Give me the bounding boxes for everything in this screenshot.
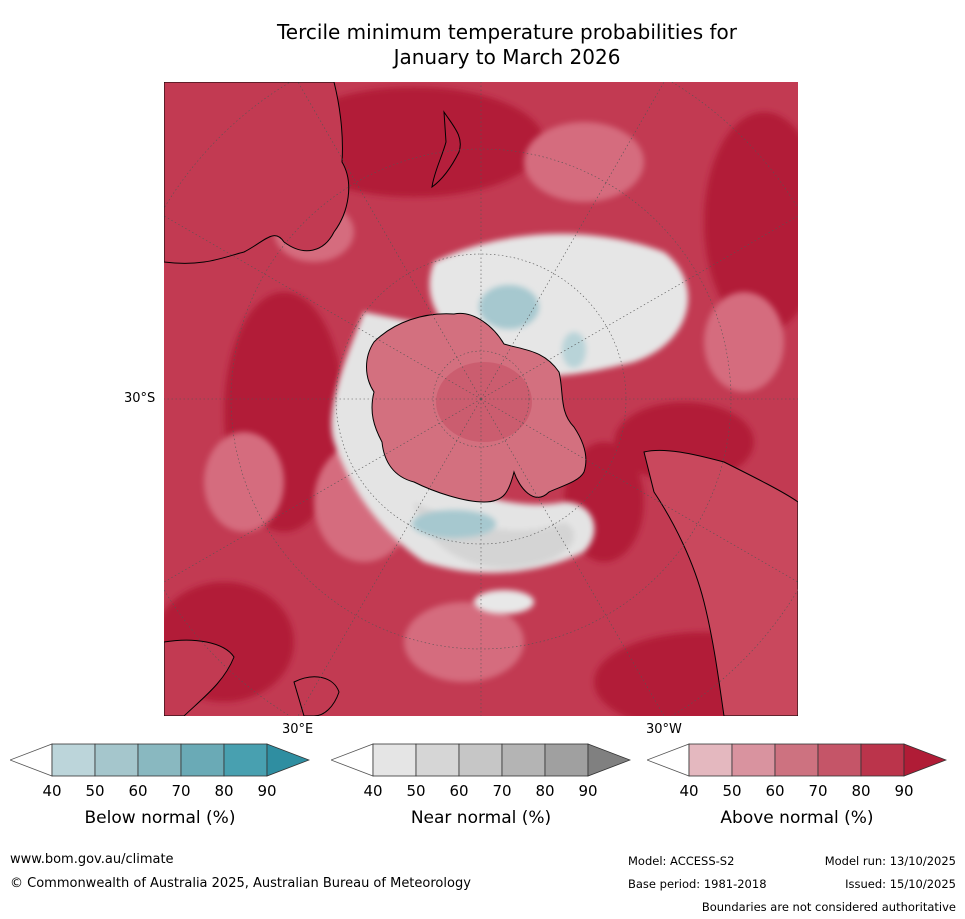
longitude-label-30e: 30°E [282, 722, 314, 737]
issued-text: Issued: 15/10/2025 [845, 877, 956, 891]
below-bin-2 [94, 743, 139, 777]
tick: 70 [492, 782, 512, 800]
tick: 80 [214, 782, 234, 800]
south-america [643, 449, 798, 716]
above-bin-3 [774, 743, 819, 777]
model-run-text: Model run: 13/10/2025 [824, 854, 956, 868]
tick: 50 [406, 782, 426, 800]
probability-map [164, 82, 798, 716]
tick: 60 [765, 782, 785, 800]
chart-title: Tercile minimum temperature probabilitie… [0, 20, 965, 70]
colorbar-below-normal [10, 742, 310, 782]
antarctica-interior [436, 362, 532, 442]
tick: 70 [171, 782, 191, 800]
above-bin-0 [647, 743, 690, 777]
tick: 90 [578, 782, 598, 800]
below-bin-0 [10, 743, 53, 777]
above-bin-1 [688, 743, 733, 777]
colorbar-near-normal [331, 742, 631, 782]
tick: 70 [808, 782, 828, 800]
colorbar-above-label: Above normal (%) [720, 808, 874, 828]
tick: 60 [128, 782, 148, 800]
below-bin-5 [223, 743, 268, 777]
tick: 40 [679, 782, 699, 800]
map-canvas [164, 82, 798, 716]
above-bin-4 [817, 743, 862, 777]
near-bin-3 [458, 743, 503, 777]
madagascar [293, 676, 340, 716]
tick: 50 [722, 782, 742, 800]
tick: 80 [535, 782, 555, 800]
tick: 40 [363, 782, 383, 800]
longitude-label-30w: 30°W [646, 722, 682, 737]
title-line-2: January to March 2026 [393, 45, 621, 69]
africa [164, 639, 235, 716]
colorbar-below-svg [10, 743, 310, 777]
colorbar-near-svg [331, 743, 631, 777]
near-bin-6 [587, 743, 631, 777]
below-bin-3 [137, 743, 182, 777]
tick: 60 [449, 782, 469, 800]
colorbar-above-normal [647, 742, 947, 782]
tick: 40 [42, 782, 62, 800]
australia [164, 82, 350, 264]
graticule [164, 82, 798, 716]
tick: 50 [85, 782, 105, 800]
base-period-text: Base period: 1981-2018 [628, 877, 767, 891]
below-bin-1 [51, 743, 96, 777]
below-bin-4 [180, 743, 225, 777]
website-link[interactable]: www.bom.gov.au/climate [10, 852, 174, 867]
near-bin-4 [501, 743, 546, 777]
below-bin-6 [266, 743, 310, 777]
title-line-1: Tercile minimum temperature probabilitie… [276, 20, 738, 44]
colorbar-above-svg [647, 743, 947, 777]
new-zealand [431, 110, 461, 189]
above-bin-2 [731, 743, 776, 777]
copyright-text: © Commonwealth of Australia 2025, Austra… [10, 876, 471, 891]
latitude-label-30s: 30°S [124, 391, 156, 406]
disclaimer-text: Boundaries are not considered authoritat… [701, 900, 956, 914]
tick: 90 [257, 782, 277, 800]
tick: 80 [851, 782, 871, 800]
tick: 90 [894, 782, 914, 800]
near-bin-2 [415, 743, 460, 777]
below-normal-patches [412, 285, 586, 538]
near-bin-5 [544, 743, 589, 777]
near-bin-1 [372, 743, 417, 777]
above-bin-6 [903, 743, 947, 777]
colorbar-near-label: Near normal (%) [410, 808, 552, 828]
near-bin-0 [331, 743, 374, 777]
model-text: Model: ACCESS-S2 [628, 854, 735, 868]
colorbar-below-label: Below normal (%) [84, 808, 236, 828]
above-bin-5 [860, 743, 905, 777]
